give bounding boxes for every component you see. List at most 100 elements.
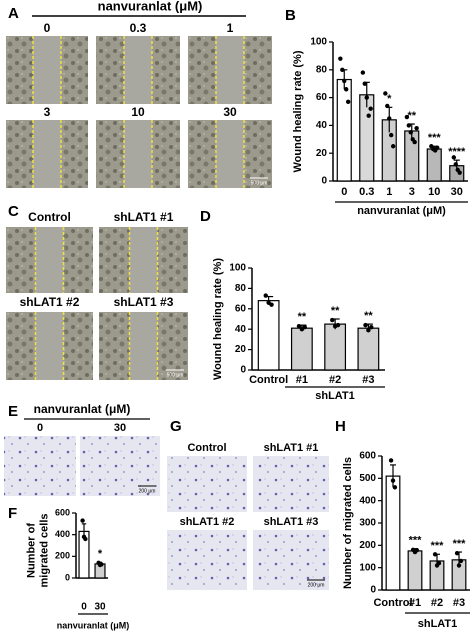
data-point	[263, 293, 268, 298]
header: nanvuranlat (μM)	[34, 402, 131, 416]
y-tick-label: 0	[321, 176, 327, 187]
wound-area	[33, 36, 61, 104]
data-point	[408, 130, 413, 135]
image-label: 0	[37, 422, 43, 434]
bar	[336, 78, 352, 182]
wound-area	[35, 227, 64, 293]
micrograph	[167, 456, 247, 512]
y-tick-label: 400	[359, 495, 376, 506]
y-tick-label: 200	[55, 551, 70, 561]
data-point	[296, 323, 302, 329]
data-point	[363, 322, 368, 328]
y-tick-label: 60	[235, 303, 247, 314]
micrograph	[80, 436, 160, 496]
panel-label: F	[8, 505, 17, 522]
scale-bar-label: 500 μm	[167, 372, 184, 378]
data-point	[345, 99, 351, 104]
data-point	[366, 328, 371, 333]
data-point	[457, 170, 462, 175]
micrograph	[253, 456, 329, 512]
x-tick-label: 3	[409, 186, 415, 198]
x-tick-label: #1	[296, 374, 308, 386]
micrograph	[4, 436, 76, 496]
image-label: shLAT1 #3	[114, 295, 174, 309]
data-point	[342, 78, 347, 84]
x-tick-label: #2	[431, 597, 443, 609]
panel-label: D	[200, 208, 211, 225]
bar	[385, 475, 401, 591]
data-point	[387, 116, 392, 121]
data-point	[392, 485, 398, 490]
image-label: shLAT1 #1	[114, 210, 174, 224]
data-point	[390, 144, 396, 149]
data-point	[344, 87, 349, 92]
scale-bar-label: 200 μm	[308, 582, 325, 588]
y-axis-label: Wound healing rate (%)	[212, 258, 224, 380]
x-axis-label: nanvuranlat (μM)	[57, 620, 130, 630]
panel-label: G	[170, 418, 182, 435]
y-tick-label: 600	[55, 507, 70, 517]
data-point	[390, 478, 396, 483]
scale-bar-label: 200 μm	[139, 488, 156, 494]
wound-area	[124, 120, 152, 188]
data-point	[83, 536, 88, 542]
y-tick-label: 200	[359, 540, 376, 551]
data-point	[456, 563, 462, 568]
x-tick-label: 30	[451, 186, 463, 198]
data-point	[454, 550, 460, 556]
image-label: Control	[187, 442, 226, 454]
data-point	[404, 114, 410, 120]
x-axis-label: shLAT1	[315, 390, 355, 402]
y-axis-label: Number of migrated cells	[342, 457, 354, 589]
panel-label: A	[8, 5, 19, 22]
image-label: 30	[223, 105, 237, 119]
significance-label: ***	[453, 538, 467, 550]
y-tick-label: 40	[235, 324, 247, 335]
wound-area	[129, 312, 158, 380]
image-label: 1	[227, 21, 234, 35]
data-point	[406, 123, 412, 128]
panel-label: B	[285, 7, 296, 24]
y-tick-label: 100	[359, 562, 376, 573]
data-point	[453, 162, 458, 167]
y-tick-label: 100	[310, 37, 327, 48]
y-tick-label: 40	[316, 120, 328, 131]
y-tick-label: 20	[316, 148, 328, 159]
significance-label: ****	[448, 146, 466, 158]
scale-bar-label: 500 μm	[251, 180, 268, 186]
y-tick-label: 0	[240, 365, 246, 376]
data-point	[364, 95, 369, 100]
significance-label: ***	[428, 132, 442, 144]
image-label: shLAT1 #2	[20, 295, 80, 309]
wound-area	[33, 120, 61, 188]
y-axis-label: migrated cells	[38, 514, 50, 588]
image-label: 3	[44, 105, 51, 119]
x-tick-label: Control	[249, 374, 288, 386]
data-point	[414, 548, 420, 553]
panel-label: H	[335, 418, 346, 435]
y-tick-label: 0	[65, 572, 70, 582]
y-axis-label: Number of	[25, 523, 37, 578]
significance-label: **	[298, 311, 307, 323]
significance-label: ***	[431, 540, 445, 552]
x-tick-label: #3	[362, 374, 374, 386]
data-point	[383, 91, 388, 96]
image-label: 30	[114, 422, 126, 434]
image-label: shLAT1 #3	[264, 516, 319, 528]
data-point	[388, 458, 394, 463]
image-label: 0	[44, 21, 51, 35]
data-point	[269, 302, 274, 307]
data-point	[99, 562, 104, 567]
micrograph	[253, 530, 329, 590]
significance-label: ***	[409, 535, 423, 547]
bar	[290, 327, 313, 371]
significance-label: *	[387, 93, 392, 105]
x-axis-label: nanvuranlat (μM)	[357, 205, 446, 217]
wound-area	[216, 36, 244, 104]
significance-label: **	[407, 110, 416, 122]
data-point	[436, 561, 442, 566]
x-tick-label: Control	[373, 597, 412, 609]
data-point	[368, 106, 373, 111]
wound-area	[129, 227, 158, 293]
